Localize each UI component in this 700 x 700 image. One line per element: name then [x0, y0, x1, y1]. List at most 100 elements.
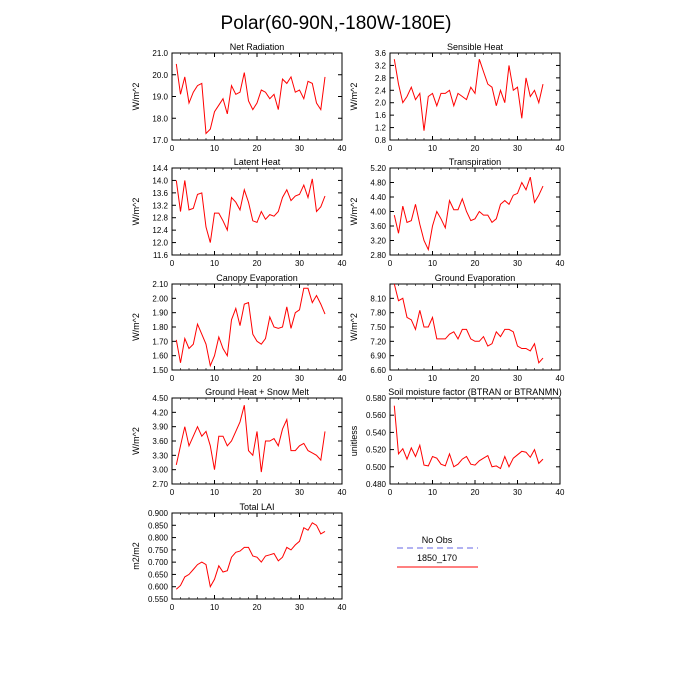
y-tick-label: 2.00	[152, 294, 168, 303]
y-tick-label: 0.560	[366, 411, 387, 420]
chart-total-lai: Total LAI m2/m2 0 10 20 30 40 0.550 0.600 0.650 0.…	[131, 502, 347, 612]
chart-latent-heat: Latent Heat W/m^2 0 10 20 30 40 11.6 12.0 12.4 12.…	[131, 157, 347, 268]
figure-title: Polar(60-90N,-180W-180E)	[221, 13, 452, 34]
y-tick-label: 0.500	[366, 463, 387, 472]
x-tick-label: 30	[513, 374, 522, 383]
y-tick-label: 6.90	[370, 352, 386, 361]
y-tick-label: 0.650	[148, 570, 169, 579]
x-tick-label: 20	[471, 144, 480, 153]
x-tick-label: 40	[338, 374, 347, 383]
chart-title: Ground Heat + Snow Melt	[205, 387, 309, 397]
y-tick-label: 3.2	[375, 61, 387, 70]
y-tick-label: 0.600	[148, 583, 169, 592]
x-tick-label: 10	[428, 488, 437, 497]
y-tick-label: 21.0	[152, 49, 168, 58]
plot-frame	[389, 283, 561, 371]
y-tick-label: 1.70	[152, 337, 168, 346]
chart-soil-moisture-factor-btran-or-btranmn: Soil moisture factor (BTRAN or BTRANMN) u…	[349, 387, 565, 497]
x-tick-label: 40	[338, 488, 347, 497]
chart-ground-evaporation: Ground Evaporation W/m^2 0 10 20 30 40 6.60 6.90…	[349, 273, 565, 383]
x-tick-label: 30	[295, 374, 304, 383]
chart-canopy-evaporation: Canopy Evaporation W/m^2 0 10 20 30 40 1.50 1.60…	[131, 273, 347, 383]
y-tick-label: 17.0	[152, 136, 168, 145]
chart-title: Soil moisture factor (BTRAN or BTRANMN)	[388, 387, 562, 397]
x-tick-label: 40	[338, 259, 347, 268]
x-tick-label: 10	[428, 259, 437, 268]
y-tick-label: 3.20	[370, 237, 386, 246]
plot-frame	[171, 52, 343, 141]
y-tick-label: 18.0	[152, 114, 168, 123]
y-tick-label: 3.6	[375, 49, 387, 58]
y-tick-label: 5.20	[370, 164, 386, 173]
y-axis-label: m2/m2	[131, 542, 141, 570]
x-tick-label: 30	[513, 488, 522, 497]
chart-title: Latent Heat	[234, 157, 281, 167]
y-tick-label: 1.50	[152, 366, 168, 375]
y-tick-label: 2.10	[152, 280, 168, 289]
y-tick-label: 3.60	[370, 222, 386, 231]
y-tick-label: 19.0	[152, 93, 168, 102]
y-tick-label: 0.800	[148, 534, 169, 543]
y-tick-label: 4.80	[370, 179, 386, 188]
series-line-1850-170	[393, 283, 544, 364]
y-tick-label: 0.520	[366, 446, 387, 455]
y-tick-label: 13.2	[152, 201, 168, 210]
x-tick-label: 20	[253, 603, 262, 612]
x-tick-label: 40	[556, 144, 565, 153]
x-tick-label: 20	[253, 144, 262, 153]
y-tick-label: 2.70	[152, 480, 168, 489]
plot-frame	[389, 52, 561, 141]
legend-label-1850-170: 1850_170	[417, 553, 457, 563]
x-tick-label: 30	[295, 259, 304, 268]
x-tick-label: 30	[295, 603, 304, 612]
y-tick-label: 4.50	[152, 394, 168, 403]
plot-frame	[171, 283, 343, 371]
y-tick-label: 12.8	[152, 214, 168, 223]
y-tick-label: 6.60	[370, 366, 386, 375]
legend: No Obs 1850_170	[397, 535, 478, 568]
chart-title: Net Radiation	[230, 42, 285, 52]
y-tick-label: 4.00	[370, 208, 386, 217]
y-tick-label: 1.2	[375, 124, 387, 133]
series-line-1850-170	[393, 405, 544, 470]
y-tick-label: 0.550	[148, 595, 169, 604]
y-tick-label: 2.4	[375, 86, 387, 95]
y-tick-label: 7.50	[370, 323, 386, 332]
x-tick-label: 40	[338, 603, 347, 612]
y-tick-label: 13.6	[152, 189, 168, 198]
y-tick-label: 1.90	[152, 309, 168, 318]
panels: Net Radiation W/m^2 0 10 20 30 40 17.0 18.0 19.0 2…	[131, 42, 565, 612]
y-axis-label: W/m^2	[131, 198, 141, 226]
y-tick-label: 14.4	[152, 164, 168, 173]
y-tick-label: 2.80	[370, 251, 386, 260]
y-axis-label: W/m^2	[131, 427, 141, 455]
chart-title: Transpiration	[449, 157, 501, 167]
series-line-1850-170	[175, 287, 326, 368]
x-tick-label: 30	[513, 259, 522, 268]
chart-sensible-heat: Sensible Heat W/m^2 0 10 20 30 40 0.8 1.2 1.6 2.0 2…	[349, 42, 565, 153]
y-tick-label: 0.540	[366, 428, 387, 437]
y-tick-label: 0.850	[148, 521, 169, 530]
x-tick-label: 0	[170, 144, 175, 153]
x-tick-label: 0	[170, 603, 175, 612]
x-tick-label: 0	[170, 488, 175, 497]
x-tick-label: 10	[210, 259, 219, 268]
plot-frame	[389, 167, 561, 256]
series-line-1850-170	[175, 405, 326, 473]
y-tick-label: 4.20	[152, 408, 168, 417]
x-tick-label: 0	[170, 374, 175, 383]
y-axis-label: W/m^2	[131, 83, 141, 111]
y-tick-label: 12.4	[152, 226, 168, 235]
plot-frame	[389, 397, 561, 485]
y-tick-label: 1.60	[152, 352, 168, 361]
series-line-1850-170	[393, 176, 544, 252]
x-tick-label: 10	[428, 144, 437, 153]
y-tick-label: 0.700	[148, 558, 169, 567]
y-tick-label: 20.0	[152, 71, 168, 80]
y-tick-label: 8.10	[370, 294, 386, 303]
x-tick-label: 20	[471, 374, 480, 383]
x-tick-label: 40	[556, 374, 565, 383]
y-tick-label: 2.8	[375, 74, 387, 83]
plot-frame	[171, 397, 343, 485]
